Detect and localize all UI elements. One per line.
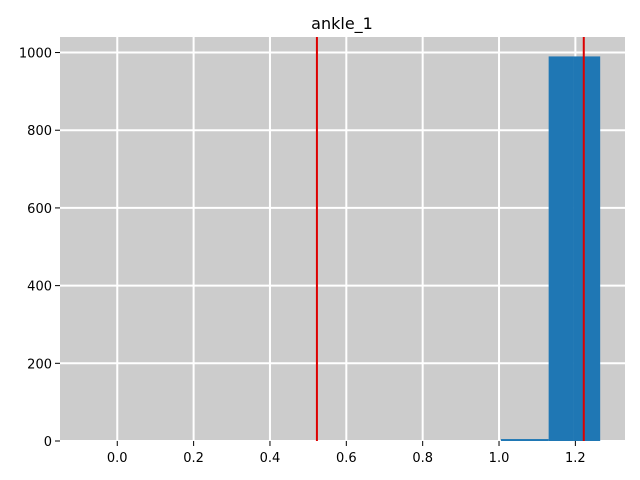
x-tick-label: 1.2 [565, 451, 586, 466]
x-tick-label: 0.6 [336, 451, 357, 466]
grid-lines [60, 37, 625, 442]
x-tick-label: 0.8 [412, 451, 433, 466]
y-tick-label: 0 [44, 435, 52, 450]
bars [500, 56, 601, 442]
histogram-bar [548, 56, 574, 442]
x-tick-label: 0.2 [183, 451, 204, 466]
x-tick-label: 0.4 [260, 451, 281, 466]
chart-title: ankle_1 [311, 14, 373, 34]
y-tick-label: 1000 [19, 47, 52, 62]
x-axis-ticks: 0.0 0.2 0.4 0.6 0.8 1.0 1.2 [107, 441, 586, 466]
histogram-bar [500, 439, 549, 441]
histogram-bar [573, 56, 601, 442]
plot-background [60, 37, 625, 441]
x-tick-label: 1.0 [489, 451, 510, 466]
y-tick-label: 400 [27, 280, 52, 295]
x-tick-label: 0.0 [107, 451, 128, 466]
y-tick-label: 200 [27, 357, 52, 372]
reference-lines [315, 37, 585, 441]
y-tick-label: 600 [27, 202, 52, 217]
y-tick-label: 800 [27, 124, 52, 139]
y-axis-ticks: 0 200 400 600 800 1000 [19, 47, 60, 450]
